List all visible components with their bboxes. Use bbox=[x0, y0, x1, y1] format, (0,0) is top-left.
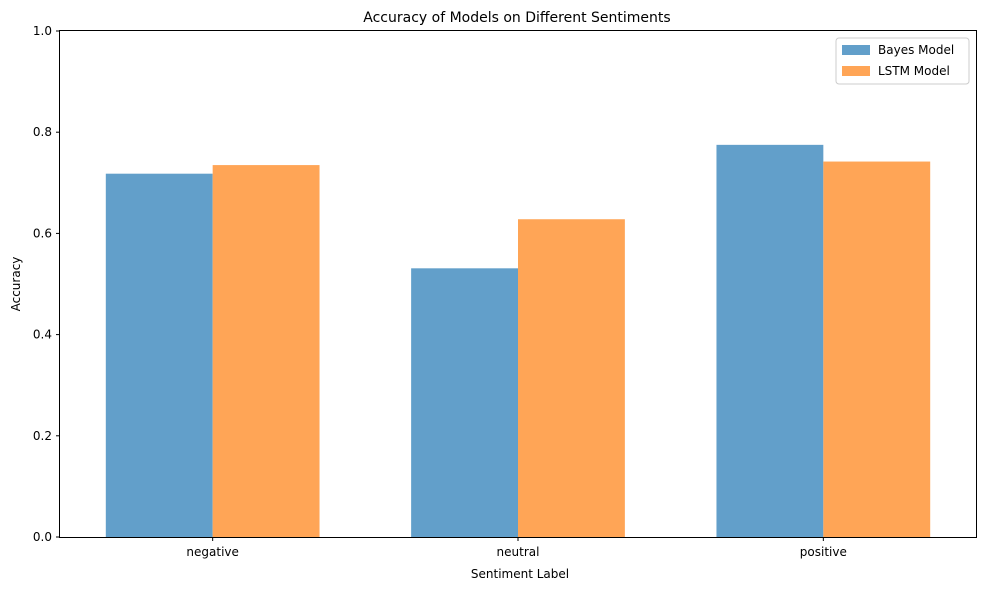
y-tick-label: 0.2 bbox=[33, 429, 52, 443]
bar-lstm-model-negative bbox=[212, 165, 320, 537]
y-axis-label: Accuracy bbox=[9, 257, 23, 312]
x-axis-label: Sentiment Label bbox=[471, 567, 569, 581]
bars-layer bbox=[105, 144, 931, 537]
y-tick-label: 0.0 bbox=[33, 530, 52, 544]
x-tick-label: neutral bbox=[497, 545, 540, 559]
bar-bayes-model-neutral bbox=[411, 268, 518, 537]
chart-title: Accuracy of Models on Different Sentimen… bbox=[363, 10, 670, 26]
legend-label: LSTM Model bbox=[878, 64, 950, 78]
legend-swatch bbox=[842, 45, 870, 55]
legend-label: Bayes Model bbox=[878, 43, 954, 57]
bar-bayes-model-negative bbox=[105, 173, 213, 537]
y-axis: 0.0 0.2 0.4 0.6 0.8 1.0 bbox=[33, 24, 60, 544]
x-axis: negative neutral positive bbox=[186, 537, 847, 559]
y-tick-label: 1.0 bbox=[33, 24, 52, 38]
y-tick-label: 0.4 bbox=[33, 328, 52, 342]
y-tick-label: 0.6 bbox=[33, 226, 52, 240]
bar-lstm-model-positive bbox=[823, 161, 931, 537]
bar-lstm-model-neutral bbox=[518, 219, 625, 537]
y-tick-label: 0.8 bbox=[33, 125, 52, 139]
bar-bayes-model-positive bbox=[716, 144, 824, 537]
legend: Bayes Model LSTM Model bbox=[835, 37, 970, 85]
legend-swatch bbox=[842, 66, 870, 76]
x-tick-label: negative bbox=[186, 545, 238, 559]
x-tick-label: positive bbox=[800, 545, 847, 559]
